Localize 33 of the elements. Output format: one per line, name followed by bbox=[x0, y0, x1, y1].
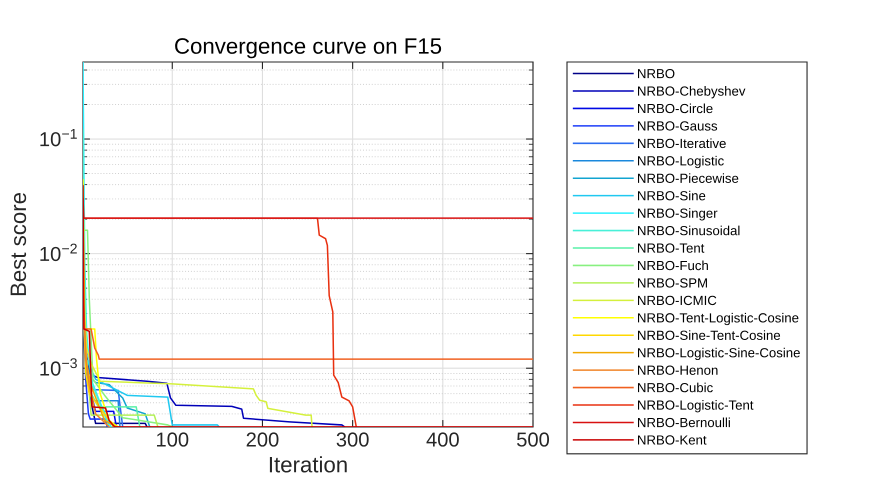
legend-label: NRBO-ICMIC bbox=[638, 296, 716, 306]
legend-label: NRBO-Singer bbox=[638, 208, 718, 220]
x-tick-label: 300 bbox=[336, 432, 369, 447]
legend-label: NRBO-Sine-Tent-Cosine bbox=[638, 330, 780, 340]
legend-label: NRBO-Logistic-Tent bbox=[638, 400, 754, 412]
legend-label: NRBO-Kent bbox=[638, 435, 706, 445]
legend-label: NRBO-Piecewise bbox=[638, 173, 738, 183]
legend-label: NRBO-Bernoulli bbox=[638, 418, 730, 428]
x-tick-label: 500 bbox=[517, 432, 550, 447]
y-axis-title: Best score bbox=[10, 192, 26, 296]
x-tick-label: 400 bbox=[426, 432, 459, 447]
x-tick-label: 100 bbox=[157, 432, 188, 447]
legend-label: NRBO-Cubic bbox=[638, 382, 713, 392]
legend-label: NRBO-Sinusoidal bbox=[638, 226, 740, 236]
chart-title: Convergence curve on F15 bbox=[175, 38, 442, 58]
y-tick-label: 10$^{−3}$ bbox=[40, 358, 77, 376]
legend-label: NRBO-Circle bbox=[638, 103, 713, 114]
y-tick-label: 10$^{−1}$ bbox=[40, 129, 77, 146]
legend-label: NRBO-Chebyshev bbox=[638, 86, 746, 98]
legend-label: NRBO-Tent bbox=[638, 243, 704, 253]
x-axis-title: Iteration bbox=[270, 456, 347, 473]
legend-label: NRBO-Fuch bbox=[638, 260, 708, 270]
legend-label: NRBO-Logistic bbox=[638, 156, 724, 168]
legend-label: NRBO-Tent-Logistic-Cosine bbox=[638, 312, 798, 326]
legend-label: NRBO-Henon bbox=[638, 366, 718, 375]
legend-label: NRBO bbox=[638, 68, 674, 78]
legend-label: NRBO-Sine bbox=[638, 190, 706, 200]
legend-label: NRBO-Iterative bbox=[638, 138, 726, 148]
legend-label: NRBO-SPM bbox=[638, 278, 707, 288]
legend-label: NRBO-Gauss bbox=[638, 121, 718, 131]
y-tick-label: 10$^{−2}$ bbox=[40, 244, 77, 262]
legend-label: NRBO-Logistic-Sine-Cosine bbox=[638, 348, 800, 360]
x-tick-label: 200 bbox=[246, 432, 278, 447]
